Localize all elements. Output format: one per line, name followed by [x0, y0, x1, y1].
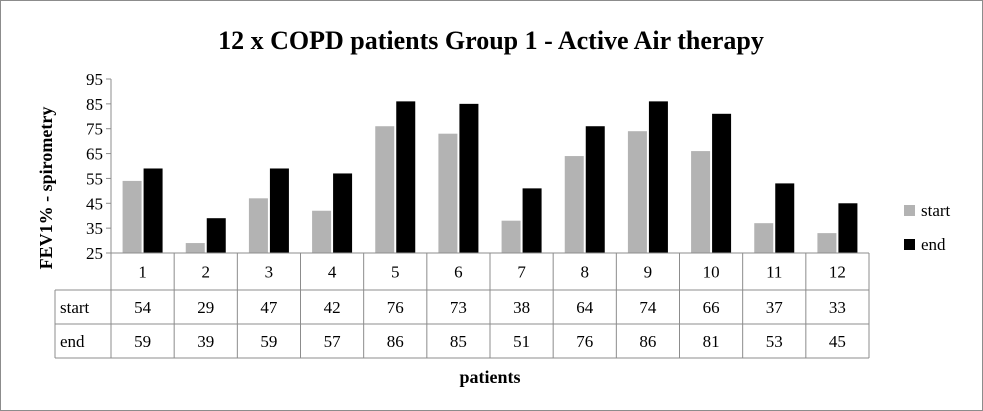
x-tick-label: 7 — [517, 263, 526, 282]
legend: start end — [904, 201, 951, 254]
y-tick-label: 95 — [86, 70, 103, 89]
y-tick-label: 85 — [86, 95, 103, 114]
table-cell: 64 — [576, 298, 594, 317]
bar-end-11 — [775, 183, 795, 253]
legend-swatch-start — [904, 205, 915, 216]
legend-label-end: end — [921, 235, 946, 254]
x-tick-label: 2 — [202, 263, 211, 282]
bar-start-12 — [817, 233, 837, 253]
table-cell: 73 — [450, 298, 467, 317]
table-cell: 54 — [134, 298, 152, 317]
bar-start-6 — [438, 133, 458, 253]
bar-end-5 — [396, 101, 416, 253]
table-cell: 66 — [703, 298, 720, 317]
table-row-header: end — [60, 332, 85, 351]
table-cell: 85 — [450, 332, 467, 351]
table-cell: 86 — [387, 332, 404, 351]
bar-end-10 — [712, 113, 732, 253]
x-tick-label: 8 — [581, 263, 590, 282]
axes: 25 35 45 55 65 75 85 95 — [86, 70, 112, 263]
x-tick-label: 12 — [829, 263, 846, 282]
table-cell: 59 — [134, 332, 151, 351]
bar-end-3 — [269, 168, 289, 253]
bar-end-12 — [838, 203, 858, 253]
bar-start-4 — [312, 210, 332, 253]
bar-start-5 — [375, 126, 395, 253]
table-cell: 37 — [766, 298, 784, 317]
x-axis-label: patients — [459, 367, 520, 387]
table-row-header: start — [60, 298, 90, 317]
bar-end-7 — [522, 188, 542, 253]
bars — [122, 101, 858, 253]
bar-start-7 — [501, 220, 521, 253]
bar-start-10 — [691, 151, 711, 253]
bar-start-11 — [754, 223, 774, 253]
table-cell: 51 — [513, 332, 530, 351]
bar-start-3 — [248, 198, 268, 253]
table-cell: 76 — [387, 298, 404, 317]
table-cell: 29 — [197, 298, 214, 317]
bar-end-2 — [206, 218, 226, 253]
table-cell: 42 — [324, 298, 341, 317]
bar-start-9 — [627, 131, 647, 253]
bar-end-4 — [333, 173, 353, 253]
table-cell: 38 — [513, 298, 530, 317]
legend-label-start: start — [921, 201, 951, 220]
table-cell: 59 — [260, 332, 277, 351]
x-tick-label: 3 — [265, 263, 274, 282]
y-tick-label: 65 — [86, 145, 103, 164]
y-tick-label: 45 — [86, 194, 103, 213]
y-tick-label: 25 — [86, 244, 103, 263]
chart-title: 12 x COPD patients Group 1 - Active Air … — [218, 26, 764, 55]
x-tick-label: 4 — [328, 263, 337, 282]
table-cell: 57 — [324, 332, 342, 351]
y-axis-label: FEV1% - spirometry — [36, 107, 56, 270]
table-cell: 81 — [703, 332, 720, 351]
x-tick-label: 1 — [138, 263, 147, 282]
x-tick-label: 5 — [391, 263, 400, 282]
table-cell: 76 — [576, 332, 593, 351]
bar-start-8 — [564, 156, 584, 253]
bar-end-6 — [459, 103, 479, 253]
bar-end-9 — [648, 101, 668, 253]
table-cell: 53 — [766, 332, 783, 351]
legend-swatch-end — [904, 239, 915, 250]
table-cell: 47 — [260, 298, 278, 317]
table-cell: 39 — [197, 332, 214, 351]
x-tick-label: 11 — [766, 263, 782, 282]
x-tick-label: 10 — [703, 263, 720, 282]
bar-start-1 — [122, 180, 142, 253]
table-cell: 74 — [639, 298, 657, 317]
y-tick-label: 55 — [86, 169, 103, 188]
table-cell: 86 — [639, 332, 656, 351]
bar-end-1 — [143, 168, 163, 253]
table-cell: 45 — [829, 332, 846, 351]
bar-start-2 — [185, 243, 205, 253]
y-tick-label: 75 — [86, 120, 103, 139]
y-tick-label: 35 — [86, 219, 103, 238]
bar-end-8 — [585, 126, 605, 253]
x-tick-label: 6 — [454, 263, 463, 282]
x-tick-label: 9 — [644, 263, 653, 282]
table-cell: 33 — [829, 298, 846, 317]
